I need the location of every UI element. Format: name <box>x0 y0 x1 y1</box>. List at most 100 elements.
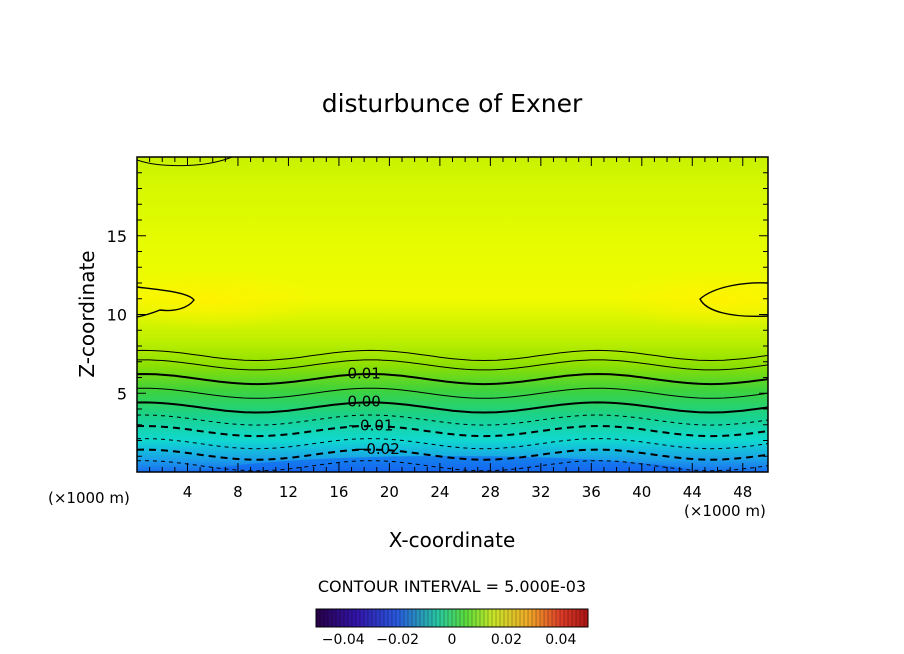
high-region-left <box>137 270 320 330</box>
x-tick-labels: 4 8 12 16 20 24 28 32 36 40 44 48 <box>183 483 753 501</box>
colorbar-swatch <box>576 609 580 627</box>
colorbar-frame <box>315 608 589 628</box>
colorbar-swatch <box>376 609 380 627</box>
contour-line <box>137 448 768 461</box>
colorbar-swatch <box>328 609 332 627</box>
contour-line <box>137 359 768 371</box>
x-tick-label: 24 <box>430 483 449 501</box>
x-tick-label: 16 <box>329 483 348 501</box>
colorbar-swatch <box>448 609 452 627</box>
colorbar-swatch <box>452 609 456 627</box>
colorbar-swatch <box>492 609 496 627</box>
colorbar-swatch <box>548 609 552 627</box>
colorbar-swatch <box>540 609 544 627</box>
colorbar-swatch <box>388 609 392 627</box>
colorbar-swatch <box>516 609 520 627</box>
colorbar-swatch <box>396 609 400 627</box>
x-tick-label: 12 <box>279 483 298 501</box>
contour-line <box>137 349 768 362</box>
y-tick-label: 5 <box>117 384 127 403</box>
contour-label: −0.01 <box>347 416 393 434</box>
contour-line <box>137 438 768 450</box>
x-tick-label: 48 <box>733 483 752 501</box>
colorbar-tick-label: −0.04 <box>322 632 365 648</box>
colorbar-swatch <box>572 609 576 627</box>
contour-line <box>137 414 768 426</box>
colorbar <box>315 609 588 627</box>
y-tick-labels: 5 10 15 <box>107 227 127 404</box>
colorbar-swatch <box>436 609 440 627</box>
colorbar-swatch <box>352 609 356 627</box>
contour-line <box>137 424 768 438</box>
high-region-right <box>610 270 768 330</box>
colorbar-swatch <box>408 609 412 627</box>
x-tick-label: 44 <box>683 483 702 501</box>
colorbar-swatch <box>584 609 588 627</box>
contour-label: 0.00 <box>347 393 380 411</box>
colorbar-swatch <box>552 609 556 627</box>
colorbar-swatch <box>568 609 572 627</box>
colorbar-swatch <box>344 609 348 627</box>
y-tick-label: 10 <box>107 306 127 325</box>
colorbar-tick-label: 0.02 <box>491 632 522 648</box>
colorbar-swatch <box>580 609 584 627</box>
colorbar-swatch <box>420 609 424 627</box>
closed-contour-top-left <box>137 157 233 167</box>
colorbar-swatch <box>368 609 372 627</box>
colorbar-swatch <box>432 609 436 627</box>
colorbar-swatch <box>384 609 388 627</box>
x-unit-left: (×1000 m) <box>48 489 130 507</box>
colorbar-swatch <box>524 609 528 627</box>
contour-line <box>137 401 768 414</box>
colorbar-tick-label: 0.04 <box>545 632 576 648</box>
colorbar-swatch <box>520 609 524 627</box>
contour-labels: 0.01 0.00 −0.01 −0.02 <box>347 364 399 458</box>
x-tick-label: 32 <box>531 483 550 501</box>
colorbar-swatch <box>340 609 344 627</box>
colorbar-swatch <box>476 609 480 627</box>
colorbar-swatch <box>512 609 516 627</box>
colorbar-swatch <box>472 609 476 627</box>
colorbar-swatch <box>464 609 468 627</box>
colorbar-swatch <box>372 609 376 627</box>
colorbar-swatch <box>504 609 508 627</box>
colorbar-swatch <box>392 609 396 627</box>
colorbar-swatch <box>440 609 444 627</box>
colorbar-swatch <box>528 609 532 627</box>
contour-line <box>137 387 768 399</box>
colorbar-swatch <box>424 609 428 627</box>
x-tick-label: 36 <box>582 483 601 501</box>
x-tick-label: 40 <box>632 483 651 501</box>
x-axis-label: X-coordinate <box>389 528 516 552</box>
colorbar-tick-label: 0 <box>448 632 457 648</box>
colorbar-tick-label: −0.02 <box>376 632 419 648</box>
colorbar-swatch <box>404 609 408 627</box>
colorbar-swatch <box>488 609 492 627</box>
contour-interval-note: CONTOUR INTERVAL = 5.000E-03 <box>318 577 586 596</box>
colorbar-swatch <box>416 609 420 627</box>
colorbar-swatch <box>468 609 472 627</box>
colorbar-swatch <box>564 609 568 627</box>
colorbar-swatch <box>480 609 484 627</box>
contour-label: 0.01 <box>347 364 380 382</box>
colorbar-swatch <box>364 609 368 627</box>
colorbar-swatch <box>332 609 336 627</box>
contour-line <box>137 460 768 472</box>
x-tick-label: 28 <box>481 483 500 501</box>
closed-contour-left <box>137 286 195 318</box>
colorbar-swatch <box>500 609 504 627</box>
colorbar-swatch <box>444 609 448 627</box>
bottom-dark-region <box>199 456 701 472</box>
colorbar-swatch <box>456 609 460 627</box>
plot-area: 0.01 0.00 −0.01 −0.02 <box>137 157 768 472</box>
colorbar-swatch <box>544 609 548 627</box>
contour-line <box>137 372 768 386</box>
x-tick-label: 8 <box>233 483 243 501</box>
colorbar-swatch <box>324 609 328 627</box>
colorbar-swatch <box>400 609 404 627</box>
y-axis-label: Z-coordinate <box>75 250 99 377</box>
colorbar-swatch <box>380 609 384 627</box>
colorbar-swatch <box>556 609 560 627</box>
colorbar-swatch <box>508 609 512 627</box>
axis-ticks <box>137 157 768 472</box>
